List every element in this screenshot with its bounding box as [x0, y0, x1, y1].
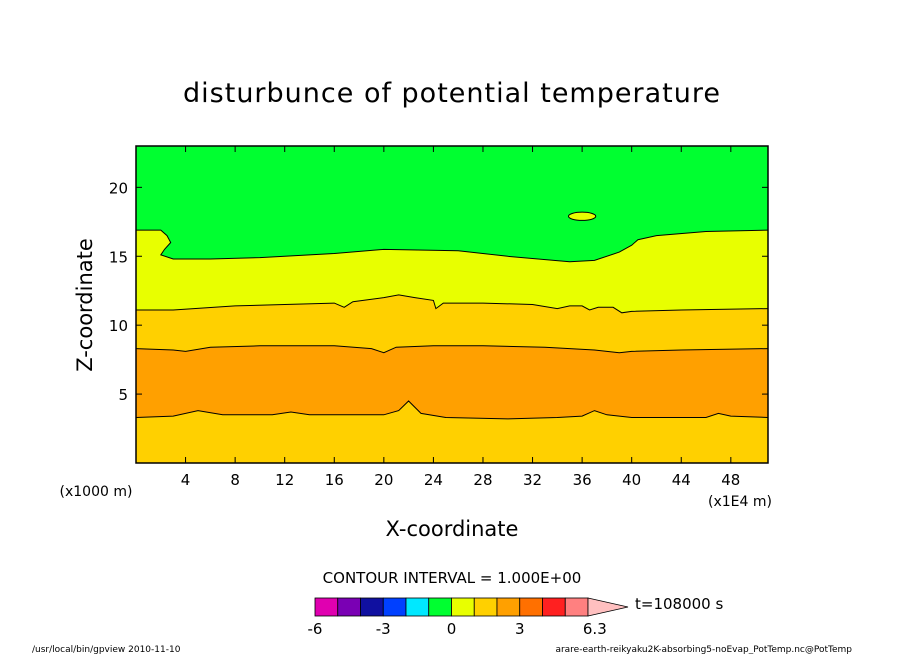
- colorbar-tick-label: 6.3: [583, 620, 607, 638]
- plot-frame: [135, 145, 769, 464]
- colorbar-swatch: [519, 597, 543, 617]
- plot-area: [135, 146, 769, 463]
- x-unit-label: (x1E4 m): [708, 494, 772, 510]
- x-tick-label: 16: [325, 471, 344, 489]
- colorbar-swatch: [428, 597, 452, 617]
- contour-band-0: [136, 401, 768, 463]
- colorbar-tick-label: -3: [376, 620, 391, 638]
- x-tick-label: 40: [622, 471, 641, 489]
- contour-band-3: [136, 230, 768, 313]
- colorbar-swatch: [473, 597, 498, 617]
- colorbar-arrow: [587, 597, 629, 617]
- y-unit-label: (x1000 m): [60, 484, 133, 500]
- y-axis-label: Z-coordinate: [73, 238, 97, 372]
- x-tick-label: 12: [275, 471, 294, 489]
- colorbar-swatch: [360, 597, 384, 617]
- colorbar-swatch: [405, 597, 430, 617]
- x-axis: 4 8 12 16 20 24 28 32 36 40 44 48: [181, 146, 740, 489]
- contour-line-1: [135, 345, 769, 354]
- colorbar-swatch: [314, 597, 339, 617]
- contour-interval-label: CONTOUR INTERVAL = 1.000E+00: [323, 569, 582, 587]
- footer-right: arare-earth-reikyaku2K-absorbing5-noEvap…: [555, 645, 852, 654]
- contour-band-4: [136, 146, 768, 262]
- y-tick-label: 20: [109, 179, 128, 197]
- y-axis: 5 10 15 20: [109, 179, 768, 404]
- x-tick-label: 36: [573, 471, 592, 489]
- x-tick-label: 24: [424, 471, 443, 489]
- contour-band-2: [136, 294, 768, 353]
- x-tick-label: 20: [374, 471, 393, 489]
- colorbar-swatch: [382, 597, 407, 617]
- y-tick-label: 15: [109, 248, 128, 266]
- colorbar-swatch: [451, 597, 475, 617]
- y-tick-label: 10: [109, 317, 128, 335]
- colorbar-swatch: [337, 597, 361, 617]
- colorbar-tick-label: 3: [515, 620, 525, 638]
- x-tick-label: 32: [523, 471, 542, 489]
- colorbar-swatch: [542, 597, 566, 617]
- time-label: t=108000 s: [635, 595, 723, 613]
- x-tick-label: 8: [230, 471, 240, 489]
- chart-title: disturbunce of potential temperature: [183, 78, 721, 109]
- footer-left: /usr/local/bin/gpview 2010-11-10: [32, 645, 181, 654]
- y-tick-label: 5: [118, 386, 128, 404]
- colorbar-tick-label: -6: [308, 620, 323, 638]
- x-tick-label: 48: [721, 471, 740, 489]
- contour-band-1: [136, 345, 768, 419]
- contour-line-2: [136, 294, 769, 314]
- x-tick-label: 44: [672, 471, 691, 489]
- colorbar-swatch: [564, 597, 589, 617]
- contour-line-0: [135, 400, 769, 420]
- colorbar-tick-label: 0: [447, 620, 457, 638]
- contour-line-3: [136, 229, 769, 263]
- x-tick-label: 28: [473, 471, 492, 489]
- x-tick-label: 4: [181, 471, 191, 489]
- colorbar-swatch: [496, 597, 521, 617]
- closed-contour: [567, 211, 597, 221]
- colorbar: -6 -3 0 3 6.3: [308, 597, 629, 638]
- x-axis-label: X-coordinate: [386, 517, 519, 541]
